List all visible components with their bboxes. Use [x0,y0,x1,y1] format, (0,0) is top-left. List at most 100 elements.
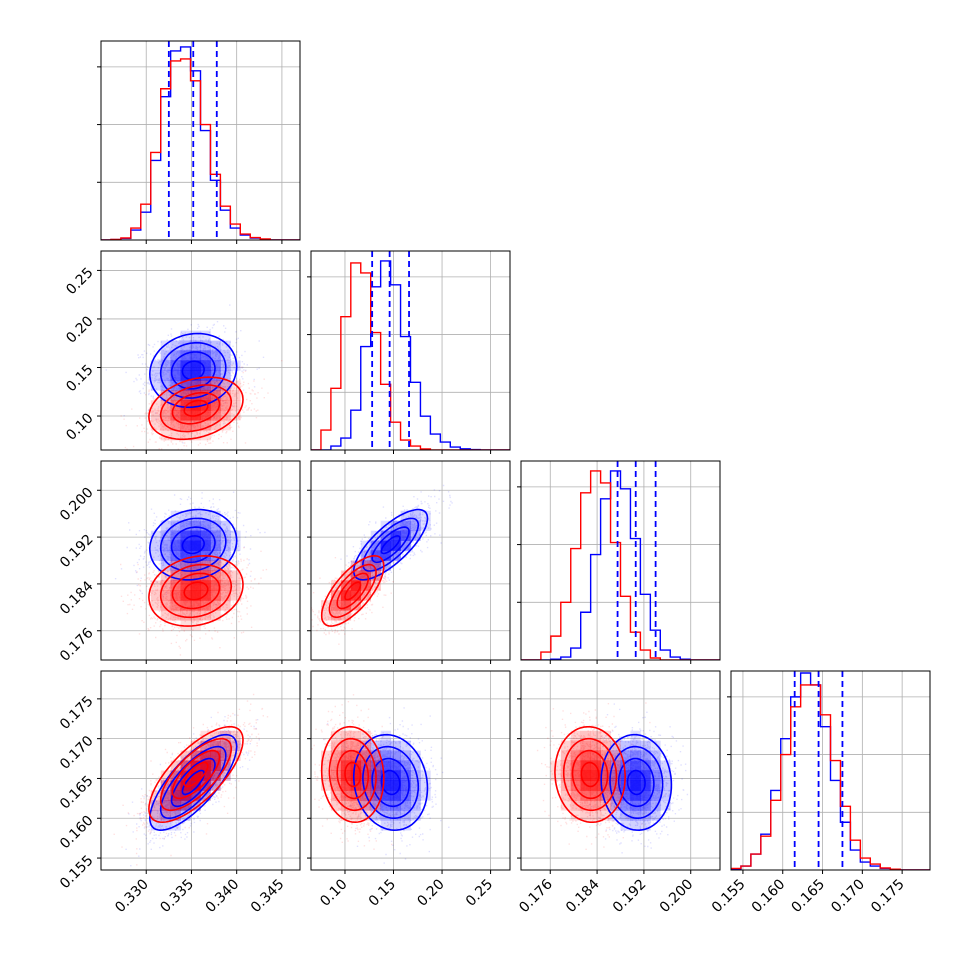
density-cell [190,800,201,811]
density-cell [570,780,581,791]
density-cell [210,560,221,571]
contour-line [626,769,646,796]
density-cell [340,600,352,611]
x-tick-label: 0.155 [709,876,749,916]
histogram-red [521,470,720,660]
y-tick-label: 0.15 [63,362,96,395]
density-cell [180,560,191,571]
density-cell [640,790,651,801]
contour-line [171,749,221,800]
density-cell [210,550,221,561]
density-cell [160,350,171,361]
density-cell [200,790,211,801]
density-cell [620,800,631,811]
density-cell [350,800,362,811]
density-cell [580,800,591,811]
density-cell [160,540,171,551]
x-tick-label: 0.345 [248,876,288,916]
density-cell [360,750,371,761]
density-cell [340,810,352,821]
density-cell [210,540,221,551]
density-cell [150,380,161,391]
contour-line [328,563,377,619]
density-cell [180,510,191,521]
density-cell [170,810,181,821]
density-cell [200,770,211,781]
density-cell [220,580,231,591]
pair-clip-group [521,671,720,870]
density-cell [620,740,631,751]
diagonal-panel-1 [307,250,511,454]
density-cell [390,750,401,761]
density-cell [210,410,221,421]
density-cell [230,730,241,741]
contour-line [159,745,227,819]
density-cell [180,360,191,371]
density-cell [180,420,191,431]
pair-panel-3-1 [307,670,511,874]
density-cell [190,350,201,361]
contour-line [170,526,216,563]
density-cell [180,390,191,401]
density-cell [570,810,581,821]
density-cell [180,600,191,611]
density-cell [200,370,211,381]
density-cell [170,770,181,781]
density-cell [340,740,352,751]
contour-line [171,572,221,610]
density-cell [150,790,161,801]
density-cell [610,750,621,761]
density-cell [200,350,211,361]
density-cell [160,560,171,571]
density-cell [360,730,371,741]
density-cell [230,570,241,581]
density-cell [400,820,411,831]
density-cell [560,740,572,751]
density-cell [590,730,601,741]
histogram-red [731,684,930,870]
density-cell [220,740,231,751]
density-cell [190,390,201,401]
density-cell [330,770,342,781]
pair-panel-1-0 [97,250,301,454]
density-cell [190,780,201,791]
density-cell [160,820,171,831]
density-cell [640,760,651,771]
density-cell [570,750,581,761]
density-cell [190,400,201,411]
density-cell [350,760,362,771]
density-cell [340,780,352,791]
histogram-red [101,58,300,240]
density-cell [340,800,352,811]
density-cell [150,400,161,411]
density-cell [170,410,181,421]
contour-line [380,769,401,796]
density-cell [190,570,201,581]
y-tick-label: 0.160 [57,813,97,853]
density-cell [150,370,161,381]
y-tick-label: 0.200 [57,485,97,525]
density-cell [580,810,591,821]
density-cell [200,560,211,571]
density-cell [630,760,641,771]
density-cell [150,410,161,421]
density-cell [190,580,201,591]
density-cell [210,360,221,371]
density-cell [200,750,211,761]
density-cell [200,740,211,751]
density-cell [580,730,591,741]
pair-clip-group [101,251,300,450]
density-cell [640,820,651,831]
density-cell [190,420,201,431]
density-cell [560,770,572,781]
density-cell [320,610,332,621]
contour-line [336,572,370,610]
density-cell [230,410,241,421]
density-cell [210,400,221,411]
density-cell [400,770,411,781]
density-cell [400,800,411,811]
density-cell [210,340,221,351]
x-tick-label: 0.340 [203,876,243,916]
density-cell [150,800,161,811]
density-cell [180,770,191,781]
